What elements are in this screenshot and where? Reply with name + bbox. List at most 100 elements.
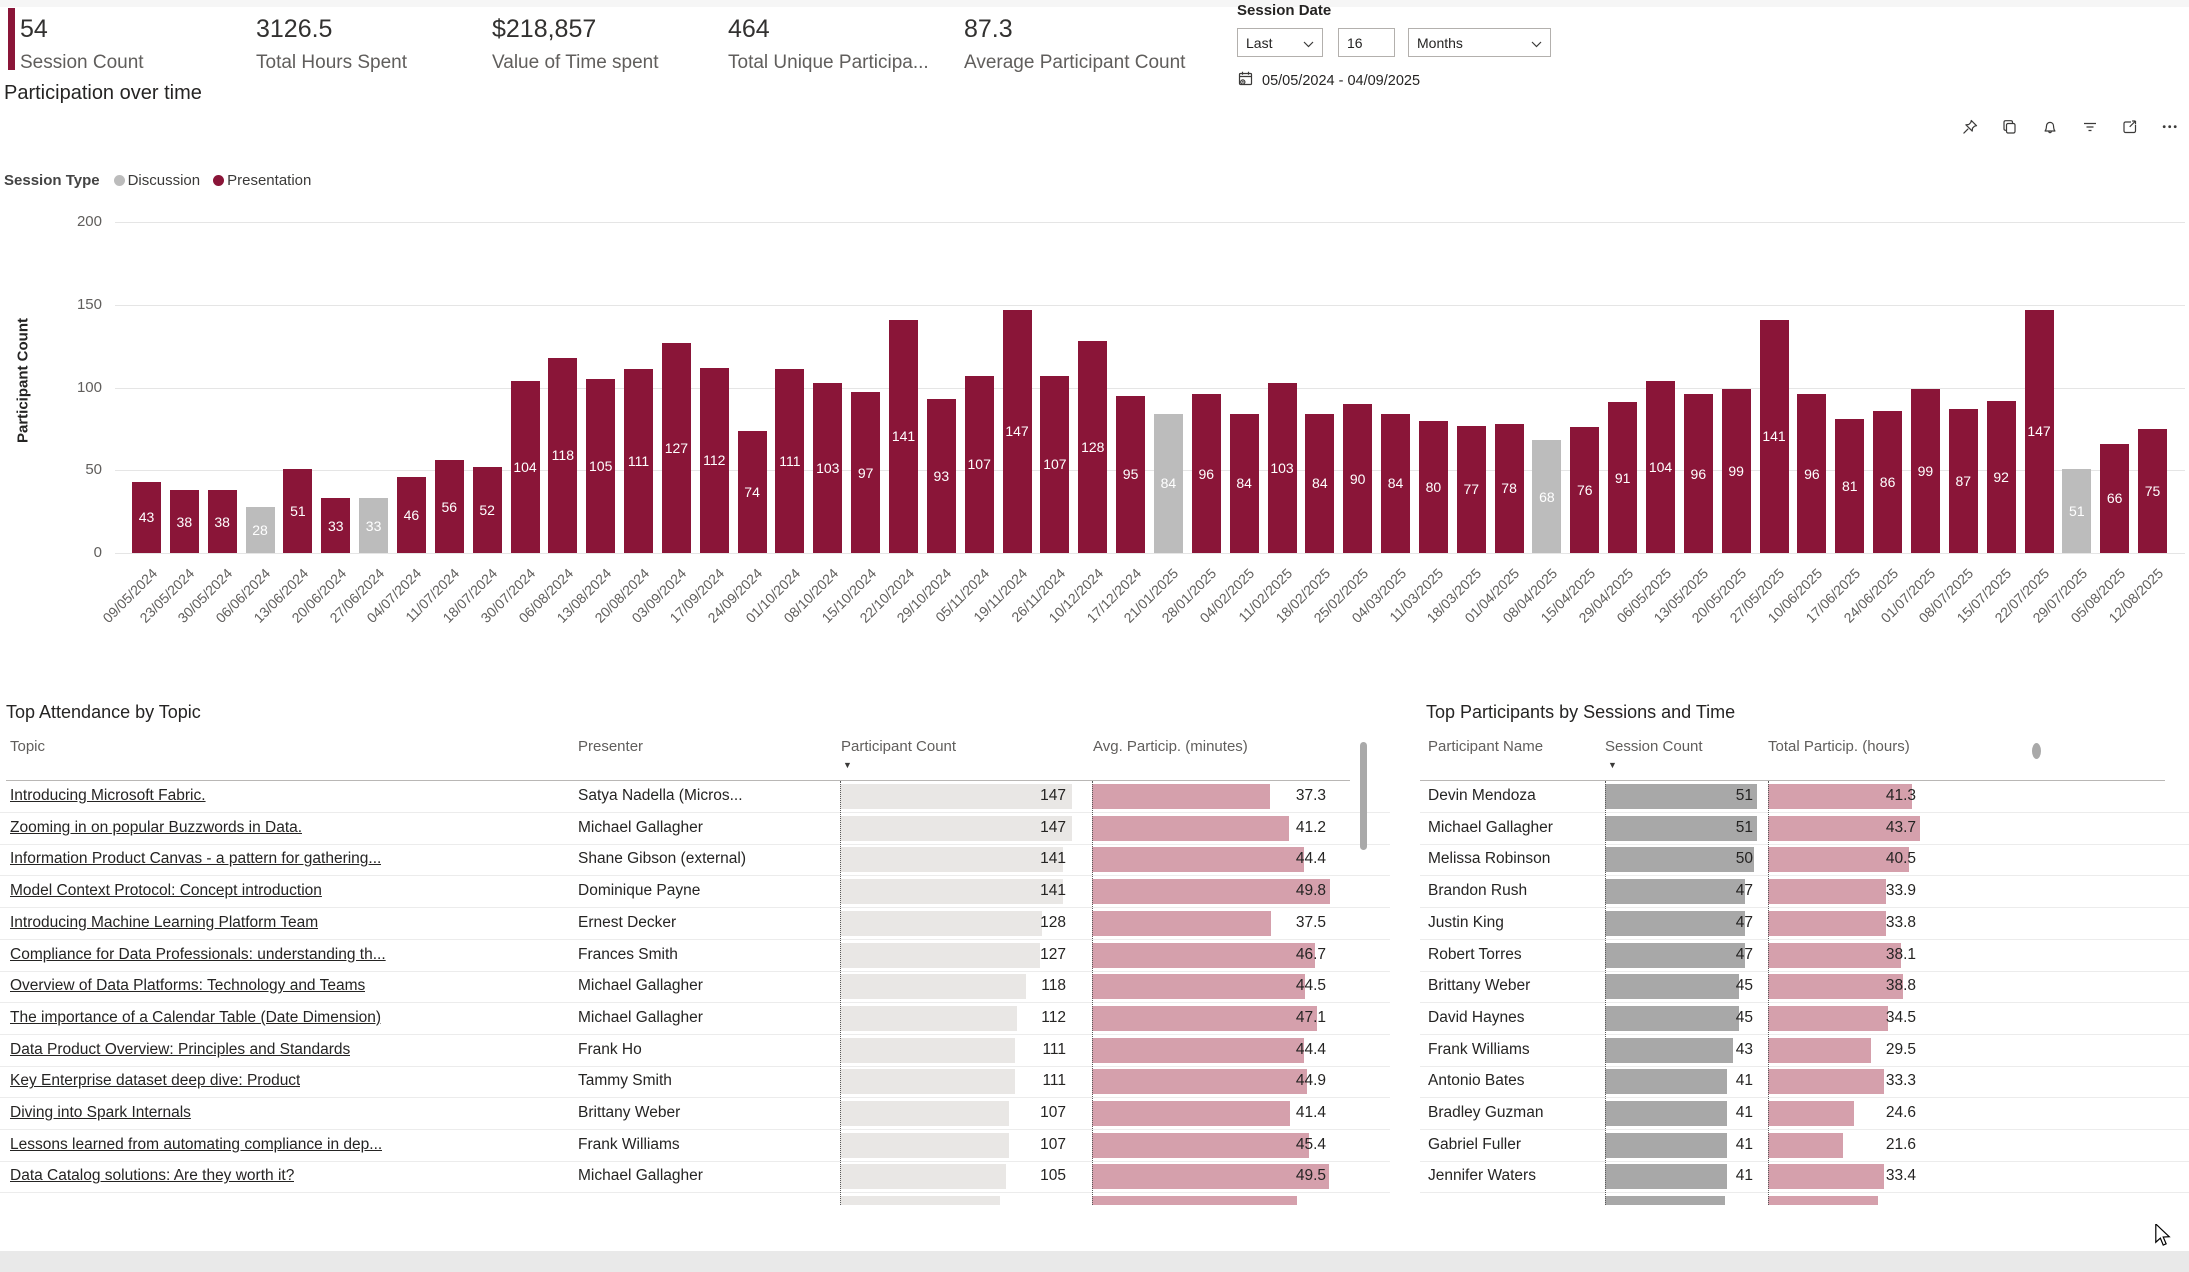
bar-15/04/2025[interactable]: 76 [1570,427,1600,553]
table-row[interactable]: Compliance for Data Professionals: under… [0,940,1390,972]
bar-11/02/2025[interactable]: 103 [1267,382,1297,553]
table-row[interactable]: David Haynes 45 34.5 [1420,1003,2189,1035]
bar-08/10/2024[interactable]: 103 [813,382,843,553]
bar-26/11/2024[interactable]: 107 [1040,375,1070,553]
table-row[interactable]: Michael Gallagher 51 43.7 [1420,813,2189,845]
bar-04/02/2025[interactable]: 84 [1229,413,1259,553]
bar-15/10/2024[interactable]: 97 [851,392,881,553]
bar-29/07/2025[interactable]: 51 [2062,468,2092,553]
bar-29/10/2024[interactable]: 93 [926,399,956,553]
bar-17/06/2025[interactable]: 81 [1835,418,1865,553]
bar-22/07/2025[interactable]: 147 [2024,309,2054,553]
topic-link[interactable]: Information Product Canvas - a pattern f… [10,850,382,868]
table-row[interactable]: Frank Williams 43 29.5 [1420,1035,2189,1067]
filter-icon[interactable] [2081,118,2099,136]
table-row[interactable]: The importance of a Calendar Table (Date… [0,1003,1390,1035]
bar-13/08/2024[interactable]: 105 [586,379,616,553]
bar-30/07/2024[interactable]: 104 [510,380,540,553]
legend-item-discussion[interactable]: Discussion [113,172,200,189]
bar-21/01/2025[interactable]: 84 [1153,413,1183,553]
table-row[interactable]: Robert Torres 47 38.1 [1420,940,2189,972]
bar-18/03/2025[interactable]: 77 [1456,425,1486,553]
bar-01/04/2025[interactable]: 78 [1494,423,1524,553]
bar-19/11/2024[interactable]: 147 [1002,309,1032,553]
topic-link[interactable]: Zooming in on popular Buzzwords in Data. [10,818,303,836]
topic-link[interactable]: Diving into Spark Internals [10,1104,191,1121]
bar-30/05/2024[interactable]: 38 [207,490,237,553]
slicer-mode-dropdown[interactable]: Last [1237,28,1323,57]
table-row[interactable]: Data Product Overview: Principles and St… [0,1035,1390,1067]
column-header-participant-count[interactable]: Participant Count [841,738,957,755]
bar-18/07/2024[interactable]: 52 [472,466,502,553]
bar-29/04/2025[interactable]: 91 [1608,402,1638,553]
bar-06/05/2025[interactable]: 104 [1646,380,1675,553]
pin-icon[interactable] [1961,118,1979,136]
bar-01/07/2025[interactable]: 99 [1910,389,1940,553]
slicer-unit-dropdown[interactable]: Months [1408,28,1551,57]
column-header-participant-name[interactable]: Participant Name [1428,738,1544,755]
focus-mode-icon[interactable] [2121,118,2139,136]
bar-11/07/2024[interactable]: 56 [434,460,464,553]
slicer-number-input[interactable]: 16 [1338,28,1395,57]
table-scrollbar[interactable] [2032,743,2041,759]
bar-20/05/2025[interactable]: 99 [1721,389,1751,553]
bar-28/01/2025[interactable]: 96 [1191,394,1221,553]
topic-link[interactable]: The importance of a Calendar Table (Date… [10,1008,382,1026]
bar-04/03/2025[interactable]: 84 [1381,413,1411,553]
table-row[interactable]: Introducing Machine Learning Platform Te… [0,908,1390,940]
table-row[interactable]: Zooming in on popular Buzzwords in Data.… [0,813,1390,845]
bar-10/12/2024[interactable]: 128 [1078,341,1108,553]
table-row[interactable]: Devin Mendoza 51 41.3 [1420,781,2189,813]
table-row[interactable]: Justin King 47 33.8 [1420,908,2189,940]
column-header-avg-particip[interactable]: Avg. Particip. (minutes) [1093,738,1248,755]
topic-link[interactable]: Compliance for Data Professionals: under… [10,945,386,963]
bar-20/06/2024[interactable]: 33 [321,498,351,553]
topic-link[interactable]: Model Context Protocol: Concept introduc… [10,882,322,900]
table-row[interactable]: Overview of Data Platforms: Technology a… [0,971,1390,1004]
bar-22/10/2024[interactable]: 141 [889,319,918,553]
copy-icon[interactable] [2001,118,2019,136]
topic-link[interactable]: Overview of Data Platforms: Technology a… [10,977,366,995]
topic-link[interactable]: Lessons learned from automating complian… [10,1135,383,1153]
bar-24/06/2025[interactable]: 86 [1873,410,1903,553]
bar-25/02/2025[interactable]: 90 [1343,404,1373,553]
topic-link[interactable]: Introducing Machine Learning Platform Te… [10,913,319,931]
table-row[interactable]: Model Context Protocol: Concept introduc… [0,876,1390,909]
table-row[interactable]: Brittany Weber 45 38.8 [1420,971,2189,1004]
table-row[interactable]: Bradley Guzman 41 24.6 [1420,1098,2189,1130]
bar-13/05/2025[interactable]: 96 [1683,394,1713,553]
bar-20/08/2024[interactable]: 111 [624,369,654,553]
table-row[interactable]: Key Enterprise dataset deep dive: Produc… [0,1066,1390,1099]
table-row[interactable]: Jennifer Waters 41 33.4 [1420,1161,2189,1194]
bar-06/08/2024[interactable]: 118 [548,357,578,553]
bar-03/09/2024[interactable]: 127 [661,342,691,553]
table-row[interactable]: Data Catalog solutions: Are they worth i… [0,1161,1390,1194]
bell-icon[interactable] [2041,118,2059,136]
bar-05/11/2024[interactable]: 107 [964,375,994,553]
topic-link[interactable]: Data Catalog solutions: Are they worth i… [10,1167,295,1185]
table-row[interactable]: Introducing Microsoft Fabric. Satya Nadel… [0,781,1390,813]
table-scrollbar[interactable] [1360,742,1367,850]
bar-27/06/2024[interactable]: 33 [359,498,389,553]
bar-17/12/2024[interactable]: 95 [1116,395,1146,553]
topic-link[interactable]: Introducing Microsoft Fabric. [10,787,206,804]
table-row[interactable]: Gabriel Fuller 41 21.6 [1420,1130,2189,1162]
bar-05/08/2025[interactable]: 66 [2100,443,2130,553]
bar-24/09/2024[interactable]: 74 [737,430,767,553]
bar-23/05/2024[interactable]: 38 [169,490,199,553]
column-header-total-particip[interactable]: Total Particip. (hours) [1768,738,1910,755]
more-options-icon[interactable] [2161,118,2179,136]
table-row[interactable]: Brandon Rush 47 33.9 [1420,876,2189,909]
bar-11/03/2025[interactable]: 80 [1418,420,1448,553]
column-header-session-count[interactable]: Session Count [1605,738,1703,755]
column-header-presenter[interactable]: Presenter [578,738,644,755]
legend-item-presentation[interactable]: Presentation [213,172,311,189]
bar-08/04/2025[interactable]: 68 [1532,440,1562,553]
bar-18/02/2025[interactable]: 84 [1305,413,1335,553]
bar-09/05/2024[interactable]: 43 [132,481,161,553]
bar-13/06/2024[interactable]: 51 [283,468,313,553]
bar-04/07/2024[interactable]: 46 [396,476,426,553]
bar-06/06/2024[interactable]: 28 [245,506,275,553]
bar-15/07/2025[interactable]: 92 [1986,400,2016,553]
topic-link[interactable]: Data Product Overview: Principles and St… [10,1040,351,1058]
